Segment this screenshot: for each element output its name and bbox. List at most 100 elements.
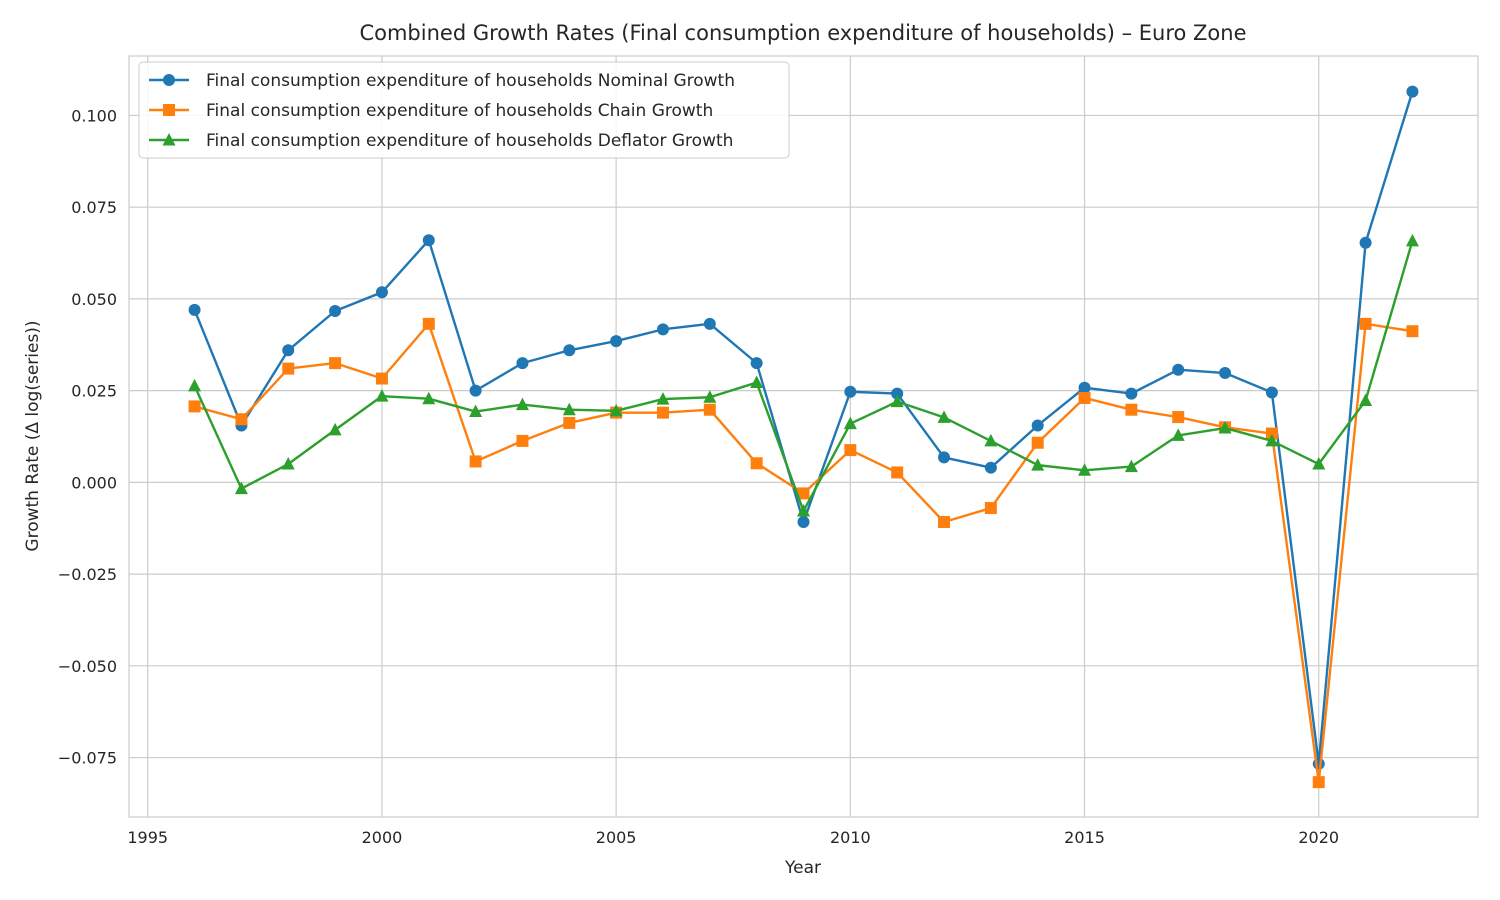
legend-marker bbox=[163, 104, 175, 116]
y-tick-label: −0.075 bbox=[58, 749, 117, 768]
legend-box bbox=[138, 61, 790, 159]
data-point bbox=[1125, 387, 1138, 400]
data-point bbox=[328, 422, 342, 436]
plot-frame bbox=[128, 55, 1479, 818]
data-point bbox=[938, 515, 951, 528]
data-point bbox=[1405, 233, 1419, 247]
data-point bbox=[469, 455, 482, 468]
data-point bbox=[516, 357, 529, 370]
data-point bbox=[375, 389, 389, 402]
data-point bbox=[1406, 325, 1419, 338]
x-tick-label: 2010 bbox=[830, 828, 871, 847]
data-point bbox=[890, 394, 904, 408]
data-point bbox=[469, 404, 483, 418]
legend-entries: Final consumption expenditure of househo… bbox=[149, 71, 735, 151]
data-point bbox=[1265, 433, 1279, 447]
legend-entry: Final consumption expenditure of househo… bbox=[149, 71, 735, 91]
data-point bbox=[610, 335, 623, 348]
data-point bbox=[375, 286, 388, 299]
data-point bbox=[891, 466, 904, 479]
data-point bbox=[234, 481, 248, 495]
y-tick-label: 0.025 bbox=[71, 382, 117, 401]
x-axis-title: Year bbox=[784, 858, 821, 878]
x-tick-label: 2000 bbox=[362, 828, 403, 847]
data-point bbox=[422, 391, 436, 405]
data-point bbox=[703, 317, 716, 330]
x-tick-label: 2005 bbox=[596, 828, 637, 847]
data-point bbox=[1078, 391, 1091, 404]
data-point bbox=[891, 387, 904, 400]
data-point bbox=[1172, 363, 1185, 376]
data-point bbox=[375, 372, 388, 385]
data-point bbox=[1265, 386, 1278, 399]
y-tick-label: −0.050 bbox=[58, 657, 117, 676]
data-point bbox=[1031, 458, 1045, 471]
legend-entry: Final consumption expenditure of househo… bbox=[149, 131, 733, 151]
data-point bbox=[938, 451, 951, 464]
data-point bbox=[1406, 85, 1419, 98]
data-point bbox=[844, 385, 857, 398]
data-point bbox=[1171, 428, 1185, 441]
data-point bbox=[422, 234, 435, 247]
data-point bbox=[750, 375, 764, 389]
legend-label: Final consumption expenditure of househo… bbox=[206, 101, 713, 121]
data-point bbox=[843, 416, 857, 430]
series-triangle bbox=[188, 233, 1419, 517]
data-point bbox=[750, 457, 763, 470]
data-point bbox=[329, 305, 342, 318]
data-point bbox=[984, 502, 997, 515]
chart-title: Combined Growth Rates (Final consumption… bbox=[359, 21, 1246, 45]
data-point bbox=[1031, 436, 1044, 449]
data-point bbox=[515, 397, 529, 411]
data-point bbox=[1312, 457, 1326, 470]
data-point bbox=[1359, 236, 1372, 249]
legend-entry: Final consumption expenditure of househo… bbox=[149, 101, 713, 121]
data-point bbox=[984, 461, 997, 474]
data-point bbox=[469, 384, 482, 397]
data-point bbox=[329, 357, 342, 370]
x-tick-label: 1995 bbox=[127, 828, 168, 847]
data-point bbox=[562, 402, 576, 416]
data-point bbox=[1031, 419, 1044, 432]
data-point bbox=[609, 403, 623, 417]
data-point bbox=[1219, 367, 1232, 380]
data-point bbox=[656, 406, 669, 419]
grid-lines bbox=[129, 56, 1478, 817]
data-point bbox=[1359, 317, 1372, 330]
data-point bbox=[281, 457, 295, 470]
y-tick-label: 0.000 bbox=[71, 473, 117, 492]
legend: Final consumption expenditure of househo… bbox=[138, 61, 790, 159]
data-point bbox=[188, 378, 202, 392]
data-point bbox=[750, 357, 763, 370]
y-axis-ticks: −0.075 −0.050 −0.025 0.000 0.025 0.050 0.075 0.… bbox=[58, 106, 117, 767]
legend-label: Final consumption expenditure of househo… bbox=[206, 131, 733, 151]
data-point bbox=[282, 344, 295, 357]
data-point bbox=[563, 344, 576, 357]
data-point bbox=[282, 362, 295, 375]
data-point bbox=[1078, 381, 1091, 394]
data-point bbox=[797, 515, 810, 528]
series-layer bbox=[188, 85, 1419, 789]
data-point bbox=[797, 487, 810, 500]
data-point bbox=[1124, 459, 1138, 473]
data-point bbox=[656, 323, 669, 336]
legend-marker bbox=[162, 133, 176, 146]
data-point bbox=[1218, 421, 1232, 434]
x-tick-label: 2015 bbox=[1064, 828, 1105, 847]
data-point bbox=[1265, 427, 1278, 440]
data-point bbox=[703, 403, 716, 416]
data-point bbox=[235, 413, 248, 426]
y-axis-title: Growth Rate (Δ log(series)) bbox=[23, 320, 43, 551]
data-point bbox=[516, 434, 529, 447]
y-tick-label: −0.025 bbox=[58, 565, 117, 584]
data-point bbox=[1359, 393, 1373, 407]
data-point bbox=[937, 410, 951, 423]
x-axis-ticks: 1995 2000 2005 2010 2015 2020 bbox=[127, 828, 1339, 847]
legend-label: Final consumption expenditure of househo… bbox=[206, 71, 735, 91]
data-point bbox=[797, 503, 810, 517]
legend-marker bbox=[163, 74, 175, 86]
data-point bbox=[1125, 403, 1138, 416]
data-point bbox=[1172, 411, 1185, 424]
